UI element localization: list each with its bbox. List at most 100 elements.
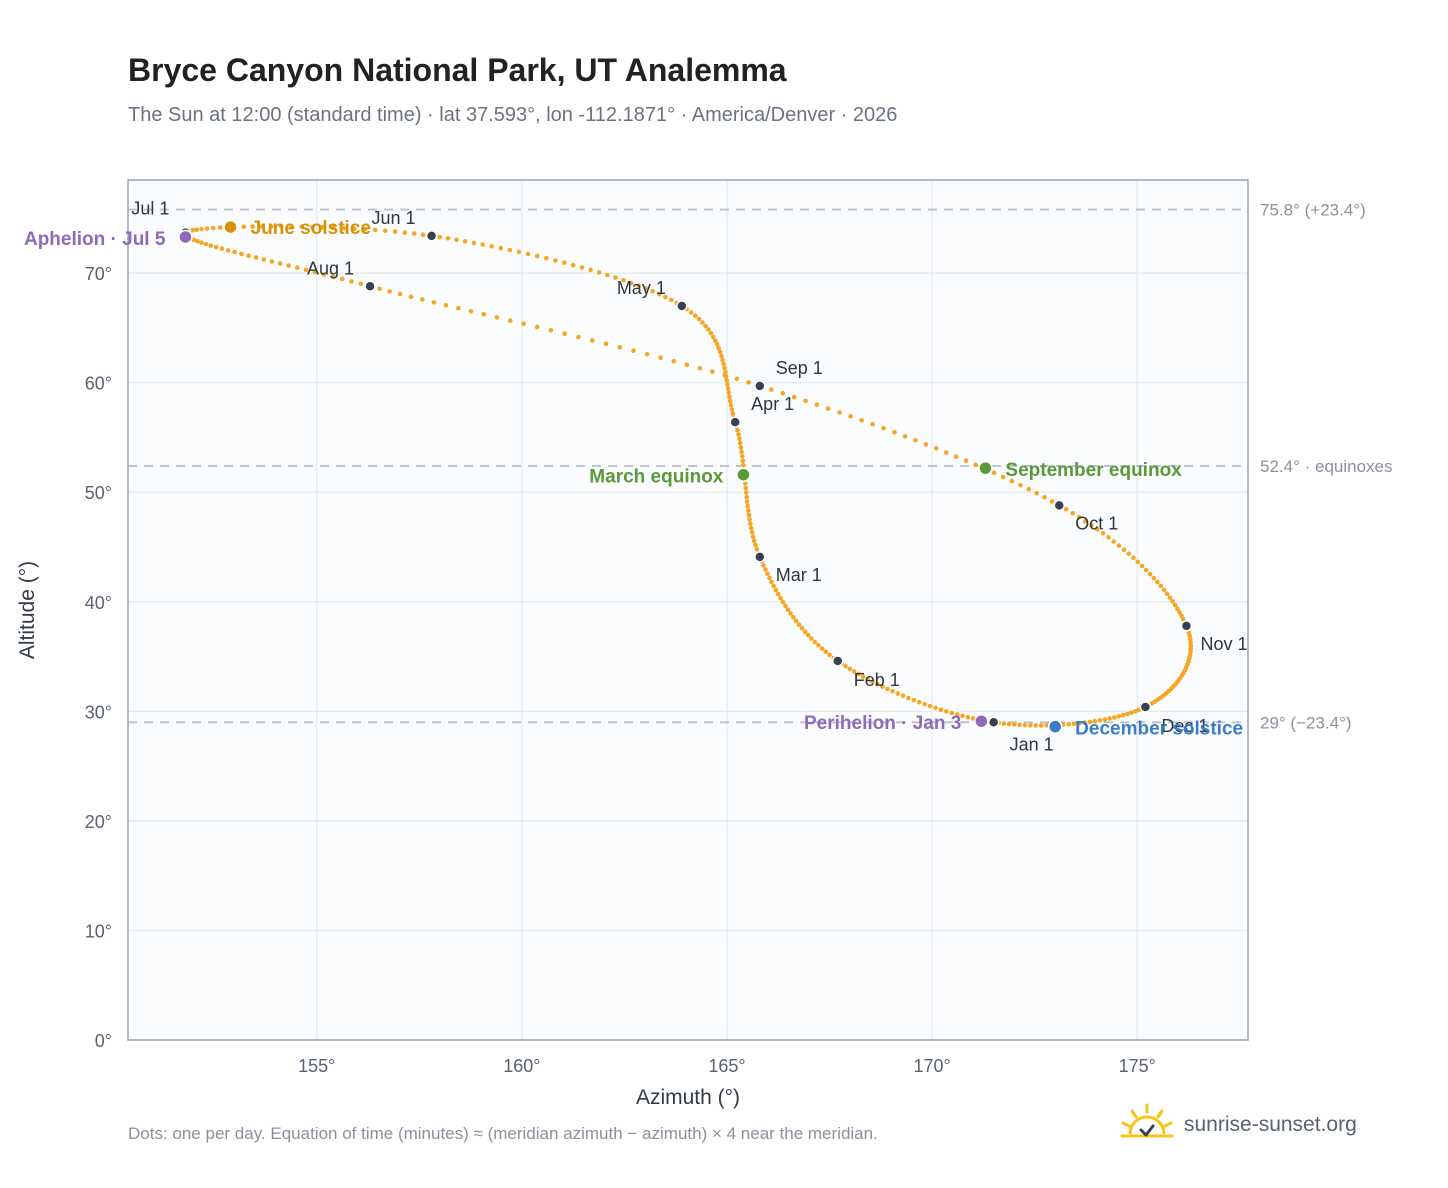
day-dot xyxy=(1136,707,1142,713)
month-start-dot xyxy=(754,551,766,563)
day-dot xyxy=(1143,567,1149,573)
month-label: Feb 1 xyxy=(854,670,900,690)
day-dot xyxy=(1132,709,1138,714)
day-dot xyxy=(743,490,749,495)
day-dot xyxy=(714,342,720,347)
day-dot xyxy=(481,312,487,317)
day-dot xyxy=(710,369,715,375)
reference-line-label: 75.8° (+23.4°) xyxy=(1260,201,1366,220)
day-dot xyxy=(289,224,294,229)
day-dot xyxy=(765,571,770,576)
day-dot xyxy=(671,358,677,364)
day-dot xyxy=(1147,571,1153,577)
day-dot xyxy=(729,407,735,412)
day-dot xyxy=(299,224,305,230)
day-dot xyxy=(303,267,309,273)
day-dot xyxy=(669,297,674,303)
month-label: May 1 xyxy=(617,278,666,298)
day-dot xyxy=(1000,474,1006,480)
day-dot xyxy=(754,546,760,552)
day-dot xyxy=(788,611,793,616)
day-dot xyxy=(1116,543,1122,548)
day-dot xyxy=(309,224,315,230)
day-dot xyxy=(516,249,522,255)
day-dot xyxy=(791,614,796,620)
day-dot xyxy=(471,240,477,246)
day-dot xyxy=(819,646,825,651)
day-dot xyxy=(208,243,214,248)
event-label: June solstice xyxy=(251,218,371,239)
day-dot xyxy=(743,481,748,486)
day-dot xyxy=(900,693,906,699)
day-dot xyxy=(749,530,755,535)
y-tick-label: 60° xyxy=(85,374,112,394)
day-dot xyxy=(785,607,791,612)
event-label: September equinox xyxy=(1005,460,1182,481)
day-dot xyxy=(253,255,259,260)
day-dot xyxy=(991,470,997,476)
day-dot xyxy=(331,225,336,230)
day-dot xyxy=(746,380,751,385)
day-dot xyxy=(631,348,636,354)
day-dot xyxy=(1129,710,1134,715)
day-dot xyxy=(341,225,347,231)
day-dot xyxy=(603,341,609,347)
month-label: Jan 1 xyxy=(1010,734,1054,754)
brand-text[interactable]: sunrise-sunset.org xyxy=(1184,1113,1357,1136)
day-dot xyxy=(1126,551,1132,557)
day-dot xyxy=(954,712,960,717)
day-dot xyxy=(875,681,880,687)
day-dot xyxy=(377,286,382,292)
day-dot xyxy=(737,436,742,442)
day-dot xyxy=(739,449,744,455)
day-dot xyxy=(736,432,741,437)
day-dot xyxy=(1116,714,1121,719)
day-dot xyxy=(906,695,911,701)
day-dot xyxy=(796,622,802,627)
day-dot xyxy=(870,422,875,427)
day-dot xyxy=(1022,722,1028,728)
day-dot xyxy=(763,567,768,572)
day-dot xyxy=(383,228,388,234)
day-dot xyxy=(562,331,567,337)
chart-title: Bryce Canyon National Park, UT Analemma xyxy=(128,52,787,88)
day-dot xyxy=(590,338,595,343)
day-dot xyxy=(1026,486,1031,492)
day-dot xyxy=(933,705,938,711)
day-dot xyxy=(663,294,668,300)
day-dot xyxy=(261,257,267,262)
month-label: Jul 1 xyxy=(131,199,169,219)
day-dot xyxy=(636,283,641,289)
day-dot xyxy=(621,278,626,283)
day-dot xyxy=(748,521,753,527)
day-dot xyxy=(259,224,265,229)
day-dot xyxy=(1188,640,1193,645)
day-dot xyxy=(851,669,857,674)
month-label: Aug 1 xyxy=(307,258,354,278)
month-start-dot xyxy=(364,280,376,293)
day-dot xyxy=(1082,720,1087,725)
month-start-dot xyxy=(987,716,1000,729)
month-label: Oct 1 xyxy=(1075,513,1118,533)
day-dot xyxy=(312,269,318,275)
day-dot xyxy=(780,391,785,396)
brand[interactable]: sunrise-sunset.org xyxy=(1120,1100,1357,1150)
day-dot xyxy=(387,289,392,294)
month-start-dot xyxy=(831,655,844,667)
day-dot xyxy=(213,244,219,250)
day-dot xyxy=(778,595,783,601)
day-dot xyxy=(773,587,779,593)
day-dot xyxy=(963,458,969,464)
day-dot xyxy=(949,710,955,716)
day-dot xyxy=(286,263,291,268)
day-dot xyxy=(420,297,425,302)
day-dot xyxy=(553,258,558,263)
day-dot xyxy=(1011,722,1017,727)
day-dot xyxy=(1164,591,1170,596)
day-dot xyxy=(748,525,754,531)
day-dot xyxy=(1170,599,1175,604)
y-tick-label: 20° xyxy=(85,812,112,832)
day-dot xyxy=(902,434,908,439)
day-dot xyxy=(1001,721,1007,726)
day-dot xyxy=(392,229,398,234)
